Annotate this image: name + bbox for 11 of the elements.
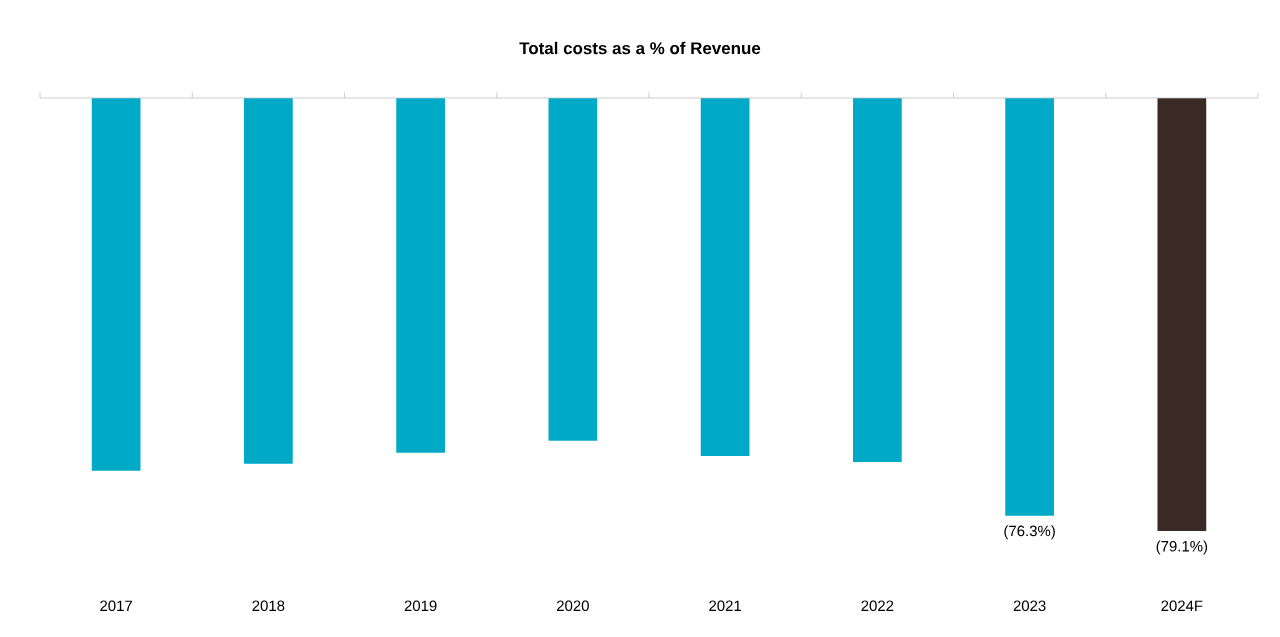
chart-title: Total costs as a % of Revenue [519, 41, 761, 55]
x-tick-label: 2024F [1161, 600, 1203, 612]
x-tick-label: 2019 [404, 600, 437, 612]
x-tick-label: 2020 [557, 600, 589, 612]
x-tick-label: 2022 [861, 600, 894, 612]
data-label: (79.1%) [1156, 540, 1208, 555]
data-label: (76.3%) [1004, 525, 1055, 540]
x-tick-label: 2017 [100, 600, 132, 612]
x-tick-label: 2023 [1013, 600, 1046, 612]
x-tick-label: 2018 [252, 600, 285, 612]
x-tick-label: 2021 [709, 600, 741, 612]
